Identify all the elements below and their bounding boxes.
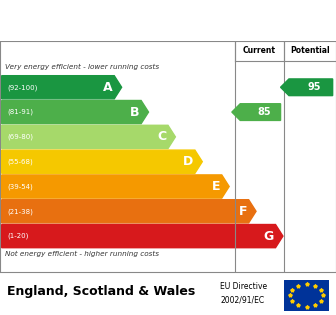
Polygon shape — [2, 100, 149, 124]
Text: (92-100): (92-100) — [7, 84, 38, 90]
Polygon shape — [2, 175, 229, 198]
Text: D: D — [183, 155, 193, 168]
Text: Energy Efficiency Rating: Energy Efficiency Rating — [10, 13, 220, 28]
Text: (55-68): (55-68) — [7, 158, 33, 165]
Polygon shape — [232, 104, 281, 120]
Polygon shape — [281, 79, 333, 96]
Text: EU Directive: EU Directive — [220, 282, 267, 290]
Text: A: A — [103, 81, 113, 94]
Text: Current: Current — [243, 46, 276, 55]
Text: Not energy efficient - higher running costs: Not energy efficient - higher running co… — [5, 250, 159, 257]
Polygon shape — [2, 200, 256, 223]
Text: England, Scotland & Wales: England, Scotland & Wales — [7, 285, 195, 298]
Text: C: C — [157, 130, 166, 143]
Text: G: G — [263, 230, 274, 243]
Polygon shape — [2, 150, 202, 173]
Text: 85: 85 — [257, 107, 270, 117]
Text: (81-91): (81-91) — [7, 109, 33, 115]
Text: E: E — [212, 180, 220, 193]
Polygon shape — [2, 225, 283, 248]
Text: 95: 95 — [307, 82, 321, 92]
Polygon shape — [2, 76, 122, 99]
Text: Potential: Potential — [290, 46, 330, 55]
Text: B: B — [130, 106, 139, 118]
Text: 2002/91/EC: 2002/91/EC — [220, 295, 264, 305]
Text: (39-54): (39-54) — [7, 183, 33, 190]
Text: F: F — [239, 205, 247, 218]
Polygon shape — [2, 125, 175, 148]
Text: (69-80): (69-80) — [7, 134, 33, 140]
Text: (1-20): (1-20) — [7, 233, 29, 239]
Text: Very energy efficient - lower running costs: Very energy efficient - lower running co… — [5, 64, 159, 70]
Text: (21-38): (21-38) — [7, 208, 33, 215]
